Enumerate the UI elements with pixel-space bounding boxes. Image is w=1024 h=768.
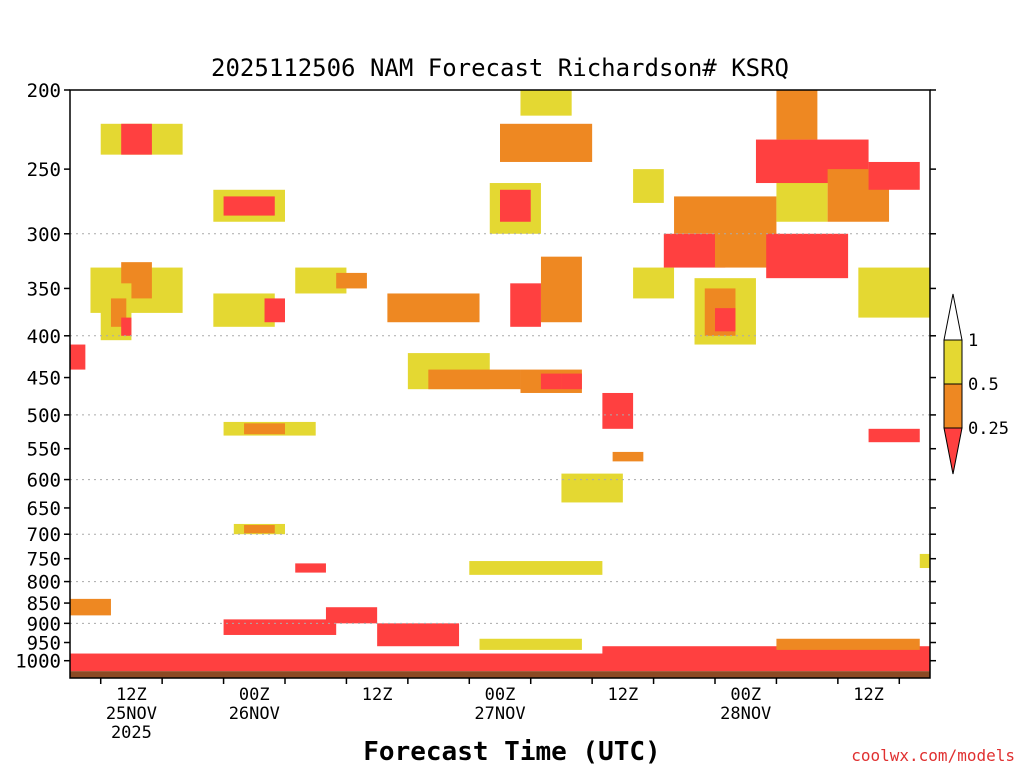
y-tick-label: 450 [27,368,61,390]
x-tick-label: 00Z [239,685,270,705]
gridlines [69,89,931,679]
ri-region [510,283,541,327]
x-tick-label: 12Z [607,685,638,705]
x-tick-label: 12Z [362,685,393,705]
x-tick-label: 12Z [116,685,147,705]
legend-label: 1 [968,331,978,351]
x-tick-label: 00Z [730,685,761,705]
ri-region [561,373,582,390]
y-tick-label: 200 [27,80,61,102]
legend-top-triangle [943,293,963,341]
x-tick-label: 27NOV [474,704,525,724]
ri-region [325,607,378,624]
ri-region [295,563,326,573]
ri-region [377,623,460,647]
ri-region [70,344,86,370]
ri-region [540,256,582,323]
ri-region [500,123,593,162]
ri-region [633,169,664,203]
y-tick-label: 350 [27,278,61,300]
ri-region [868,428,920,443]
y-tick-label: 550 [27,439,61,461]
ri-region [500,189,531,222]
ri-region [223,196,275,216]
x-tick-label: 12Z [853,685,884,705]
y-axis: 200 250 300 350 400 450 500 550 600 650 700 7508008… [15,80,936,673]
ri-region [602,392,634,429]
x-tick-label: 00Z [485,685,516,705]
legend-orange-swatch [943,383,963,429]
legend-label: 0.5 [968,375,999,395]
x-tick-label: 2025 [111,723,152,743]
ri-region [540,373,562,390]
y-tick-label: 900 [27,613,61,635]
ri-region [520,90,572,116]
ri-region [428,369,521,390]
ri-region [561,473,623,503]
ri-region [479,638,582,650]
ri-region [264,298,285,323]
plot-frame [69,89,931,679]
ri-region [121,123,152,155]
y-tick-label: 700 [27,524,61,546]
ri-region [612,451,644,462]
ri-region [858,267,930,318]
colorbar-legend: 1 0.5 0.25 [943,293,1009,475]
x-tick-label: 28NOV [720,704,771,724]
ri-region [776,638,920,650]
y-tick-label: 400 [27,326,61,348]
ri-region [868,161,920,190]
y-tick-label: 500 [27,405,61,427]
ri-region [674,196,715,234]
x-axis-label: Forecast Time (UTC) [363,737,660,767]
y-tick-label: 650 [27,498,61,520]
ri-region [244,524,275,534]
ri-region [387,293,480,323]
plot-area [70,90,930,678]
ri-region [244,423,285,435]
ri-region [715,308,736,332]
y-tick-label: 600 [27,470,61,492]
ri-region [121,317,132,336]
y-tick-label: 250 [27,159,61,181]
y-tick-label: 300 [27,224,61,246]
y-tick-label: 750 [27,549,61,571]
y-tick-label: 1000 [15,651,61,673]
x-tick-label: 26NOV [229,704,280,724]
y-tick-label: 950 [27,633,61,655]
y-tick-label: 850 [27,593,61,615]
credit-text: coolwx.com/models [851,746,1015,765]
legend-label: 0.25 [968,419,1009,439]
ri-region [776,90,818,140]
ri-region [336,272,367,289]
ri-region [766,233,849,279]
ri-region [469,561,603,575]
ground-band [70,671,930,678]
legend-bottom-triangle [943,427,963,475]
legend-yellow-swatch [943,339,963,385]
y-tick-label: 800 [27,572,61,594]
ri-region [633,267,675,299]
ri-region [602,646,930,665]
chart-title: 2025112506 NAM Forecast Richardson# KSRQ [211,54,789,82]
ri-region [223,619,337,635]
ri-region [70,598,111,616]
ri-region [919,553,930,569]
x-tick-label: 25NOV [106,704,157,724]
